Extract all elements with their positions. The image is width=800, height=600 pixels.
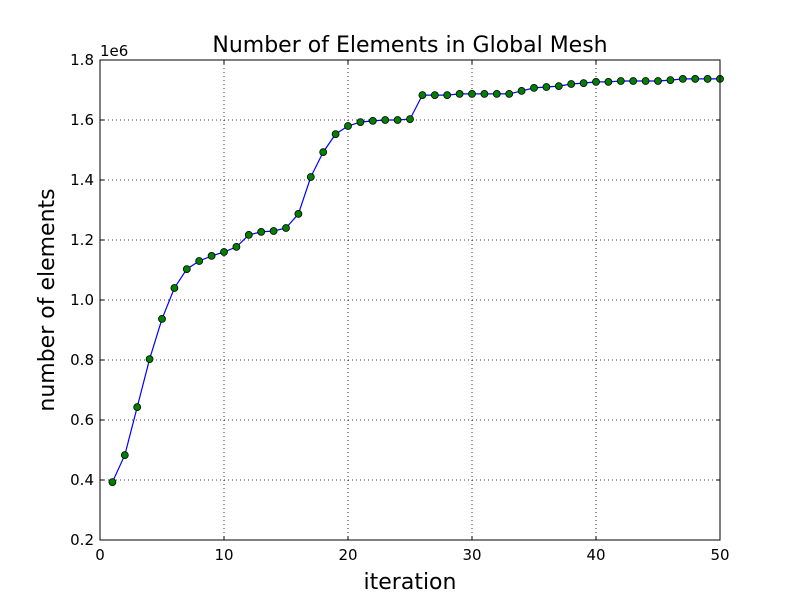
- data-point: [691, 75, 700, 83]
- data-point: [195, 257, 204, 265]
- x-tick-label: 20: [338, 546, 357, 564]
- data-point: [418, 91, 427, 99]
- y-tick-label: 0.4: [70, 471, 94, 489]
- ticks: 0 10 20 30 40 50 0.2 0.4 0.6 0.8 1.0 1.2 1.4 1.6 1.8: [70, 51, 729, 564]
- data-series: [108, 75, 724, 487]
- data-point: [257, 227, 266, 236]
- y-offset-label: 1e6: [100, 42, 128, 60]
- data-point: [182, 265, 191, 274]
- data-point: [406, 115, 414, 123]
- data-point: [641, 77, 650, 85]
- data-point: [666, 76, 675, 84]
- data-point: [232, 242, 241, 251]
- data-point: [443, 91, 452, 99]
- data-point: [542, 83, 551, 91]
- data-point: [356, 118, 365, 126]
- data-point: [505, 90, 514, 98]
- data-point: [133, 403, 142, 412]
- data-point: [120, 451, 129, 460]
- data-point: [294, 209, 303, 218]
- y-axis-label: number of elements: [35, 188, 60, 411]
- data-point: [170, 284, 179, 292]
- data-point: [306, 173, 315, 181]
- grid: [100, 60, 720, 540]
- data-point: [282, 224, 290, 232]
- data-point: [616, 77, 625, 85]
- data-point: [269, 227, 278, 235]
- x-axis-label: iteration: [364, 570, 457, 595]
- y-tick-label: 1.4: [70, 171, 94, 189]
- data-point: [554, 82, 563, 90]
- x-tick-label: 10: [214, 546, 233, 564]
- x-tick-label: 50: [710, 546, 729, 564]
- y-tick-label: 0.2: [70, 531, 94, 549]
- data-point: [244, 230, 253, 239]
- y-tick-label: 1.0: [70, 291, 94, 309]
- data-point: [579, 79, 588, 87]
- y-tick-label: 1.2: [70, 231, 94, 249]
- y-tick-label: 1.6: [70, 111, 94, 129]
- data-point: [678, 75, 687, 83]
- x-tick-label: 30: [462, 546, 481, 564]
- data-point: [145, 355, 154, 364]
- data-point: [480, 90, 489, 98]
- data-point: [331, 130, 340, 139]
- x-tick-label: 0: [95, 546, 105, 564]
- data-point: [319, 148, 328, 157]
- y-tick-label: 1.8: [70, 51, 94, 69]
- data-point: [468, 90, 476, 98]
- data-point: [629, 77, 638, 85]
- data-point: [368, 117, 377, 125]
- data-point: [393, 116, 402, 124]
- chart-title: Number of Elements in Global Mesh: [212, 33, 607, 58]
- x-tick-label: 40: [586, 546, 605, 564]
- y-tick-label: 0.6: [70, 411, 94, 429]
- data-point: [604, 78, 613, 86]
- data-point: [567, 80, 576, 88]
- data-point: [207, 251, 216, 260]
- data-point: [530, 84, 538, 92]
- data-point: [108, 478, 117, 487]
- data-point: [381, 116, 390, 124]
- data-point: [654, 77, 662, 85]
- data-point: [517, 87, 526, 95]
- data-point: [430, 91, 439, 99]
- data-point: [158, 314, 166, 323]
- data-point: [455, 90, 464, 98]
- data-point: [220, 248, 228, 256]
- data-point: [492, 90, 501, 98]
- data-point: [592, 78, 600, 86]
- data-point: [344, 122, 352, 130]
- data-point: [703, 75, 712, 83]
- y-tick-label: 0.8: [70, 351, 94, 369]
